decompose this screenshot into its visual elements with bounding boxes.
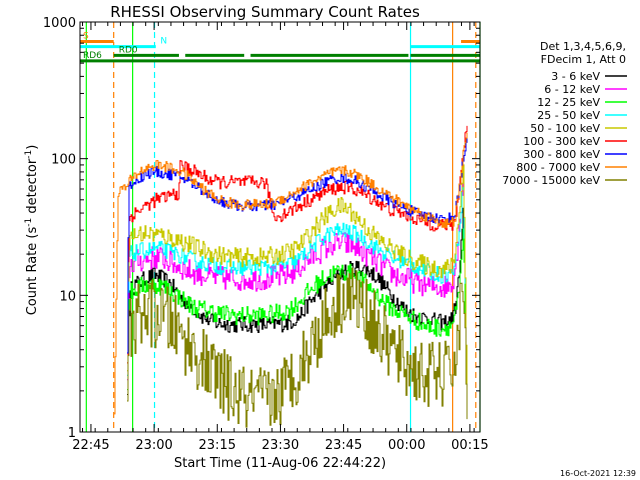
legend: Det 1,3,4,5,6,9, FDecim 1, Att 0 3 - 6 k… — [502, 40, 627, 187]
legend-entry-label: 100 - 300 keV — [523, 135, 600, 148]
legend-entry-label: 3 - 6 keV — [551, 70, 600, 83]
axes: 1 10 100 1000 22:45 23:00 23:15 23:30 23:45 00:00… — [43, 16, 489, 453]
status-flags: S N RD0 RD6 — [80, 31, 480, 63]
y-tick-label: 1000 — [43, 16, 76, 31]
series-line-8 — [127, 267, 468, 428]
y-tick-label: 1 — [68, 426, 76, 441]
x-tick-label: 23:00 — [135, 438, 172, 453]
flag-rd6-label: RD6 — [83, 51, 102, 61]
y-tick-label: 100 — [51, 153, 76, 168]
legend-entry-label: 7000 - 15000 keV — [502, 174, 600, 187]
legend-entry-label: 300 - 800 keV — [523, 148, 600, 161]
series-line-6 — [127, 136, 468, 354]
legend-header-line-2: FDecim 1, Att 0 — [541, 53, 626, 66]
x-tick-label: 23:45 — [325, 438, 362, 453]
legend-entry-label: 6 - 12 keV — [544, 83, 600, 96]
legend-entry-label: 50 - 100 keV — [530, 122, 600, 135]
x-tick-label: 00:15 — [451, 438, 488, 453]
series-line-0 — [127, 207, 468, 413]
x-tick-label: 22:45 — [72, 438, 109, 453]
legend-entry-label: 12 - 25 keV — [537, 96, 600, 109]
flag-rd0-label: RD0 — [119, 45, 138, 55]
legend-header-line-1: Det 1,3,4,5,6,9, — [540, 40, 626, 53]
chart-title: RHESSI Observing Summary Count Rates — [110, 3, 420, 21]
series-line-2 — [127, 228, 468, 415]
footer-timestamp: 16-Oct-2021 12:39 — [560, 469, 636, 478]
legend-entry-label: 25 - 50 keV — [537, 109, 600, 122]
x-tick-label: 23:30 — [262, 438, 299, 453]
x-axis-label: Start Time (11-Aug-06 22:44:22) — [174, 456, 386, 471]
series-line-4 — [127, 164, 468, 409]
x-tick-label: 00:00 — [388, 438, 425, 453]
series-line-7 — [114, 132, 468, 415]
y-tick-label: 10 — [59, 289, 76, 304]
legend-entry-label: 800 - 7000 keV — [516, 161, 600, 174]
series-line-1 — [127, 177, 468, 410]
flag-n-label: N — [160, 37, 167, 47]
y-axis-label: Count Rate (s-1 detector-1) — [24, 145, 40, 316]
data-series — [114, 125, 468, 428]
x-tick-label: 23:15 — [199, 438, 236, 453]
flag-s-label: S — [83, 31, 89, 41]
